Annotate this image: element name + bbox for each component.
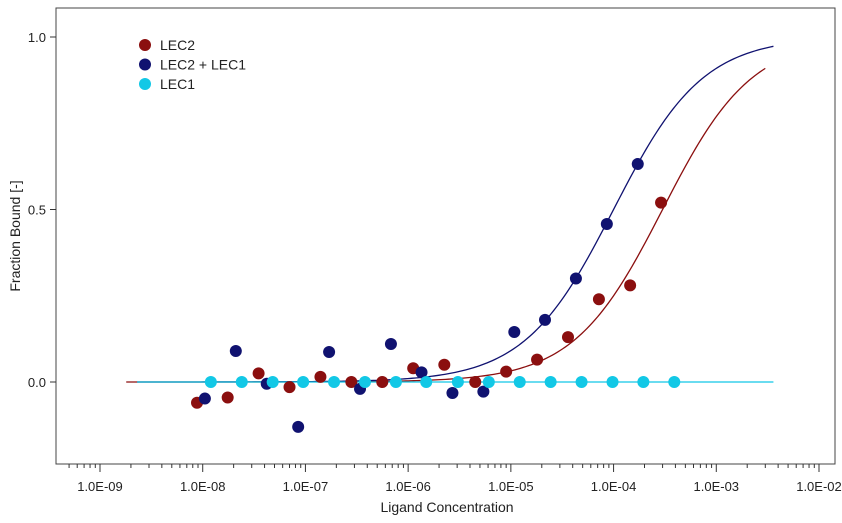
fit-curve <box>126 67 766 383</box>
plot-frame <box>55 7 836 465</box>
data-point <box>198 392 211 405</box>
data-point <box>544 376 557 388</box>
data-point <box>314 370 327 383</box>
data-point <box>204 376 217 388</box>
data-points <box>191 157 681 433</box>
data-point <box>477 385 490 398</box>
y-axis-title: Fraction Bound [-] <box>7 180 23 291</box>
data-point <box>451 376 464 388</box>
y-tick-label: 1.0 <box>28 30 46 45</box>
data-point <box>575 376 588 388</box>
data-point <box>446 387 459 400</box>
x-tick-label: 1.0E-03 <box>694 479 740 494</box>
legend-label: LEC1 <box>160 76 195 92</box>
data-point <box>606 376 619 388</box>
x-axis-ticks: 1.0E-09 1.0E-08 1.0E-07 1.0E-06 1.0E-05 1.0E-… <box>68 464 842 494</box>
x-tick-label: 1.0E-05 <box>488 479 534 494</box>
legend: LEC2 LEC2 + LEC1 LEC1 <box>139 37 246 92</box>
legend-marker <box>139 78 151 90</box>
data-point <box>624 279 637 292</box>
data-point <box>631 157 644 170</box>
fit-curve <box>137 45 774 383</box>
data-point <box>531 353 544 366</box>
x-tick-label: 1.0E-04 <box>591 479 637 494</box>
data-point <box>229 344 242 357</box>
data-point <box>389 376 402 388</box>
x-axis-title: Ligand Concentration <box>380 499 513 515</box>
data-point <box>668 376 681 388</box>
data-point <box>637 376 650 388</box>
x-tick-label: 1.0E-06 <box>385 479 431 494</box>
data-point <box>345 376 358 388</box>
data-point <box>592 293 605 306</box>
data-point <box>469 376 482 388</box>
x-tick-label: 1.0E-02 <box>796 479 842 494</box>
legend-label: LEC2 <box>160 37 195 53</box>
data-point <box>384 338 397 351</box>
data-point <box>235 376 248 388</box>
data-point <box>500 365 513 378</box>
data-point <box>323 345 336 358</box>
data-point <box>561 331 574 344</box>
data-point <box>482 376 495 388</box>
x-tick-label: 1.0E-09 <box>77 479 123 494</box>
x-tick-label: 1.0E-08 <box>180 479 226 494</box>
data-point <box>221 391 234 404</box>
legend-marker <box>139 39 151 51</box>
data-point <box>508 325 521 338</box>
data-point <box>297 376 310 388</box>
y-tick-label: 0.5 <box>28 203 46 218</box>
legend-label: LEC2 + LEC1 <box>160 57 246 73</box>
data-point <box>358 376 371 388</box>
y-tick-label: 0.0 <box>28 375 46 390</box>
data-point <box>283 381 296 394</box>
data-point <box>266 376 279 388</box>
data-point <box>655 196 668 209</box>
y-axis-ticks: 0.0 0.5 1.0 <box>28 30 56 390</box>
data-point <box>600 217 613 230</box>
legend-marker <box>139 58 151 71</box>
data-point <box>376 376 389 388</box>
data-point <box>252 367 265 380</box>
data-point <box>292 420 305 433</box>
data-point <box>415 366 428 379</box>
data-point <box>513 376 526 388</box>
data-point <box>420 376 433 388</box>
data-point <box>569 272 582 285</box>
data-point <box>539 313 552 326</box>
fit-curves <box>126 45 774 383</box>
x-tick-label: 1.0E-07 <box>283 479 329 494</box>
data-point <box>438 358 451 371</box>
data-point <box>328 376 341 388</box>
